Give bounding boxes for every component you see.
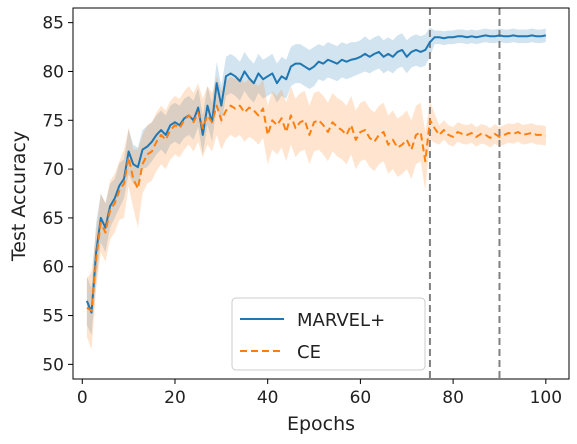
y-tick-label-80: 80: [42, 62, 64, 82]
legend-box: [231, 297, 426, 371]
y-tick-label-60: 60: [42, 258, 64, 278]
x-axis-label: Epochs: [287, 413, 355, 435]
x-tick-label-40: 40: [257, 388, 279, 408]
plot-frame: [72, 7, 570, 380]
x-axis-ticks: 0 20 40 60 80 100: [77, 379, 562, 408]
band-ce: [86, 76, 546, 350]
y-axis-ticks: 50 55 60 65 70 75 80 85: [42, 14, 73, 375]
y-tick-label-50: 50: [42, 355, 64, 375]
x-tick-label-80: 80: [442, 388, 464, 408]
x-tick-label-60: 60: [350, 388, 372, 408]
reference-lines: [428, 8, 501, 379]
y-tick-label-55: 55: [42, 307, 64, 327]
x-tick-label-0: 0: [77, 388, 88, 408]
series-line-marvel-: [85, 34, 547, 314]
y-tick-label-75: 75: [42, 111, 64, 131]
x-tick-label-100: 100: [530, 388, 562, 408]
legend-ce-label: CE: [297, 342, 321, 363]
series-lines: [85, 34, 547, 314]
series-line-ce: [86, 104, 547, 312]
y-axis-label: Test Accuracy: [8, 131, 30, 262]
legend: MARVEL+ CE: [231, 297, 426, 371]
legend-marvel-label: MARVEL+: [297, 310, 385, 331]
x-tick-label-20: 20: [164, 388, 186, 408]
y-tick-label-70: 70: [42, 160, 64, 180]
y-tick-label-85: 85: [42, 14, 64, 34]
confidence-bands: [86, 27, 546, 350]
y-tick-label-65: 65: [42, 209, 64, 229]
